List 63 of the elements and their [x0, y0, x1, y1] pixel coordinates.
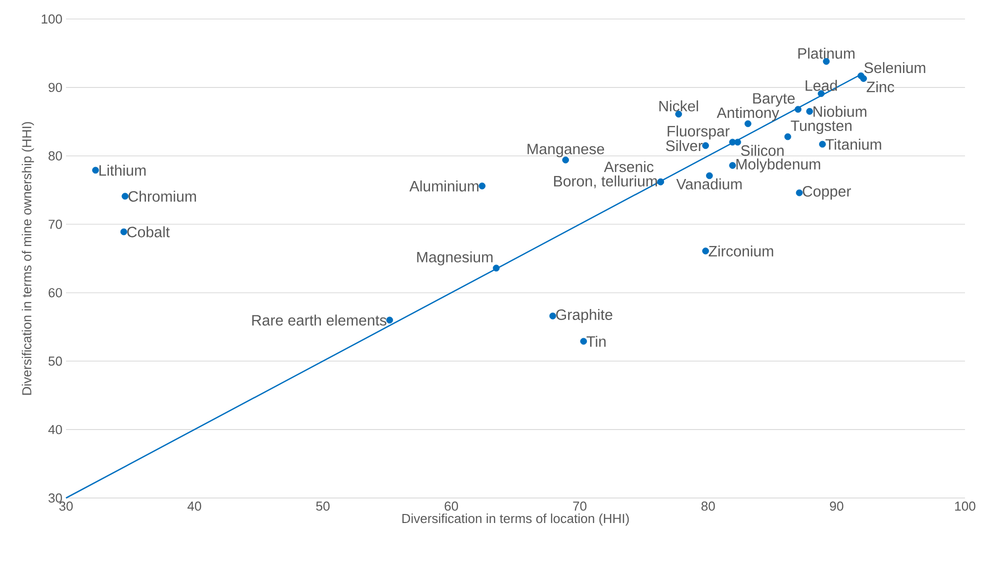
annotation: Vanadium [676, 178, 742, 190]
point [796, 189, 803, 196]
point [580, 338, 587, 345]
annotation: Arsenic [604, 161, 654, 172]
point [122, 192, 128, 200]
point [860, 75, 867, 82]
annotation: Magnesium [417, 251, 493, 266]
annotation: Zinc [866, 81, 894, 92]
annotation: Graphite [556, 308, 612, 323]
point [794, 106, 802, 113]
y-tick-label: 50 [48, 356, 62, 366]
annotation: Platinum [798, 48, 854, 59]
annotation: Molybdenum [736, 158, 820, 172]
point [478, 182, 486, 190]
y-axis-title: Diversification in terms of mine ownership (HHI) [22, 122, 34, 395]
annotation: Nickel [659, 100, 698, 112]
annotation: Antimony [716, 107, 780, 121]
annotation: Manganese [528, 144, 604, 158]
annotation: Niobium [814, 106, 866, 117]
annotation: Lead [806, 80, 837, 91]
x-tick-label: 90 [830, 502, 844, 511]
point [729, 162, 736, 169]
annotation: Titanium [825, 138, 882, 150]
x-tick-label: 50 [316, 502, 330, 511]
annotation: Boron, tellurium [554, 175, 657, 188]
annotation: Rare earth elements [252, 314, 386, 326]
point [492, 264, 500, 272]
annotation: Zirconium [708, 245, 774, 256]
y-tick-label: 80 [48, 151, 62, 160]
point [92, 166, 99, 174]
annotation: Aluminium [409, 180, 478, 192]
point [386, 316, 394, 324]
annotation: Lithium [99, 164, 146, 176]
annotation: Baryte [753, 93, 795, 107]
annotation: Silicon [741, 144, 784, 156]
point [549, 312, 556, 320]
y-tick-label: 60 [48, 288, 62, 298]
x-tick-label: 70 [573, 502, 586, 511]
annotation: Chromium [128, 190, 196, 202]
y-tick-label: 100 [42, 14, 62, 24]
annotation: Tin [586, 336, 606, 347]
point [784, 133, 792, 140]
point [806, 108, 814, 115]
y-tick-label: 90 [48, 82, 62, 92]
annotation: Selenium [864, 62, 926, 74]
x-tick-label: 80 [701, 502, 715, 511]
annotation: Tungsten [790, 120, 852, 134]
y-tick-label: 40 [48, 424, 62, 434]
point [702, 248, 709, 254]
annotation: Cobalt [127, 226, 170, 238]
point [819, 140, 826, 148]
point [120, 228, 128, 236]
x-tick-label: 40 [187, 502, 202, 511]
x-axis-title: Diversification in terms of location (HHI) [402, 514, 629, 526]
y-tick-label: 70 [48, 220, 62, 229]
annotation: Silver [666, 140, 703, 152]
x-tick-label: 100 [955, 502, 976, 511]
x-tick-label: 30 [59, 502, 73, 511]
annotation: Fluorspar [668, 125, 730, 140]
x-tick-label: 60 [444, 502, 458, 511]
annotation: Copper [802, 186, 851, 200]
y-tick-label: 30 [48, 493, 62, 503]
point [734, 138, 742, 146]
